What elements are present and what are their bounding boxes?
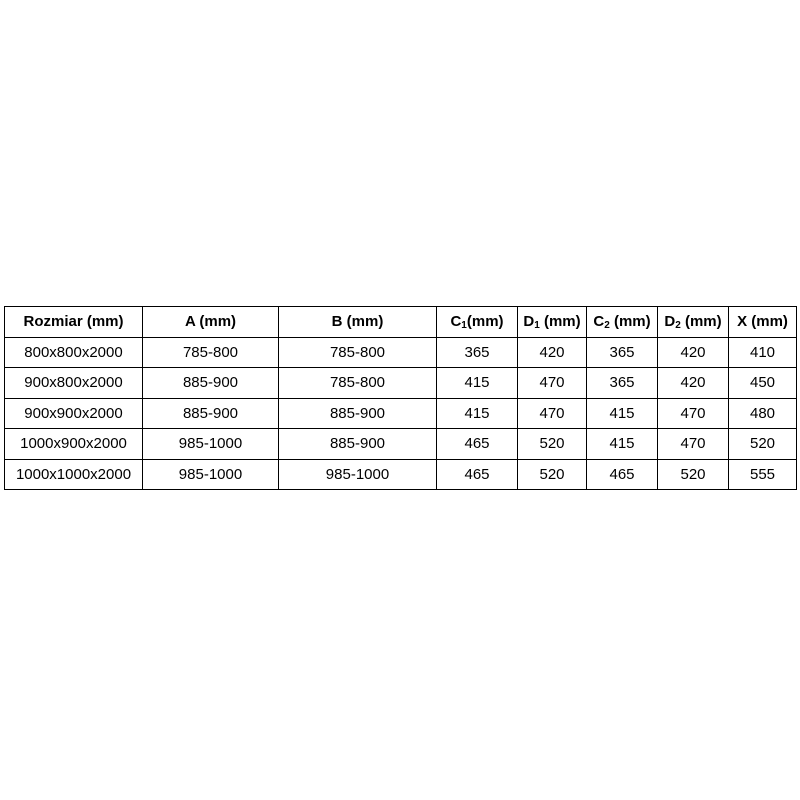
- header-label: Rozmiar (mm): [23, 313, 124, 331]
- table-cell-size: 900x900x2000: [4, 397, 143, 429]
- column-header-c1: C1(mm): [436, 306, 518, 338]
- table-cell: 885-900: [278, 397, 437, 429]
- column-header-rozmiar: Rozmiar (mm): [4, 306, 143, 338]
- table-cell: 470: [517, 397, 587, 429]
- column-header-c2: C2 (mm): [586, 306, 658, 338]
- dimensions-table: Rozmiar (mm) A (mm) B (mm) C1(mm) D1 (mm…: [4, 306, 797, 490]
- table-cell: 785-800: [278, 336, 437, 368]
- table-cell: 985-1000: [142, 458, 279, 490]
- column-header-d1: D1 (mm): [517, 306, 587, 338]
- table-row: 800x800x2000 785-800 785-800 365 420 365…: [4, 336, 797, 368]
- header-row: Rozmiar (mm) A (mm) B (mm) C1(mm) D1 (mm…: [4, 306, 797, 338]
- table-cell: 520: [657, 458, 729, 490]
- table-cell: 785-800: [278, 367, 437, 399]
- table-cell: 885-900: [142, 397, 279, 429]
- column-header-b: B (mm): [278, 306, 437, 338]
- header-subscript: 1: [534, 320, 540, 332]
- header-subscript: 2: [675, 320, 681, 332]
- table-cell: 365: [586, 367, 658, 399]
- table-cell: 420: [657, 336, 729, 368]
- table-cell: 470: [517, 367, 587, 399]
- header-label-suffix: (mm): [609, 313, 651, 331]
- header-subscript: 2: [604, 320, 610, 332]
- table-cell: 885-900: [278, 428, 437, 460]
- table-row: 900x900x2000 885-900 885-900 415 470 415…: [4, 397, 797, 429]
- column-header-a: A (mm): [142, 306, 279, 338]
- table-cell: 470: [657, 428, 729, 460]
- table-row: 1000x1000x2000 985-1000 985-1000 465 520…: [4, 458, 797, 490]
- table-cell: 365: [436, 336, 518, 368]
- table-cell: 470: [657, 397, 729, 429]
- table-cell: 415: [436, 397, 518, 429]
- table-cell: 415: [586, 397, 658, 429]
- table-row: 1000x900x2000 985-1000 885-900 465 520 4…: [4, 428, 797, 460]
- header-label-suffix: (mm): [539, 313, 581, 331]
- table-cell: 885-900: [142, 367, 279, 399]
- header-label: C: [450, 313, 462, 331]
- table-cell: 555: [728, 458, 797, 490]
- header-label: B (mm): [331, 313, 384, 331]
- table-cell: 520: [517, 458, 587, 490]
- table-cell: 410: [728, 336, 797, 368]
- table-cell: 365: [586, 336, 658, 368]
- table-cell: 465: [586, 458, 658, 490]
- table-row: 900x800x2000 885-900 785-800 415 470 365…: [4, 367, 797, 399]
- table-cell-size: 900x800x2000: [4, 367, 143, 399]
- header-label: A (mm): [184, 313, 237, 331]
- table-cell: 480: [728, 397, 797, 429]
- table-cell: 985-1000: [142, 428, 279, 460]
- header-label: D: [523, 313, 535, 331]
- table-cell: 465: [436, 428, 518, 460]
- table-cell: 450: [728, 367, 797, 399]
- header-label: C: [593, 313, 605, 331]
- table-cell: 420: [657, 367, 729, 399]
- header-label-suffix: (mm): [466, 313, 504, 331]
- table-cell-size: 800x800x2000: [4, 336, 143, 368]
- table-cell: 415: [436, 367, 518, 399]
- column-header-x: X (mm): [728, 306, 797, 338]
- header-subscript: 1: [461, 320, 467, 332]
- table-cell: 420: [517, 336, 587, 368]
- header-label-suffix: (mm): [680, 313, 722, 331]
- header-label: X (mm): [737, 313, 788, 331]
- header-label: D: [664, 313, 676, 331]
- table-cell: 415: [586, 428, 658, 460]
- table-cell-size: 1000x1000x2000: [4, 458, 143, 490]
- column-header-d2: D2 (mm): [657, 306, 729, 338]
- table-cell-size: 1000x900x2000: [4, 428, 143, 460]
- table-cell: 520: [728, 428, 797, 460]
- table-cell: 985-1000: [278, 458, 437, 490]
- table-cell: 520: [517, 428, 587, 460]
- table-cell: 785-800: [142, 336, 279, 368]
- table-cell: 465: [436, 458, 518, 490]
